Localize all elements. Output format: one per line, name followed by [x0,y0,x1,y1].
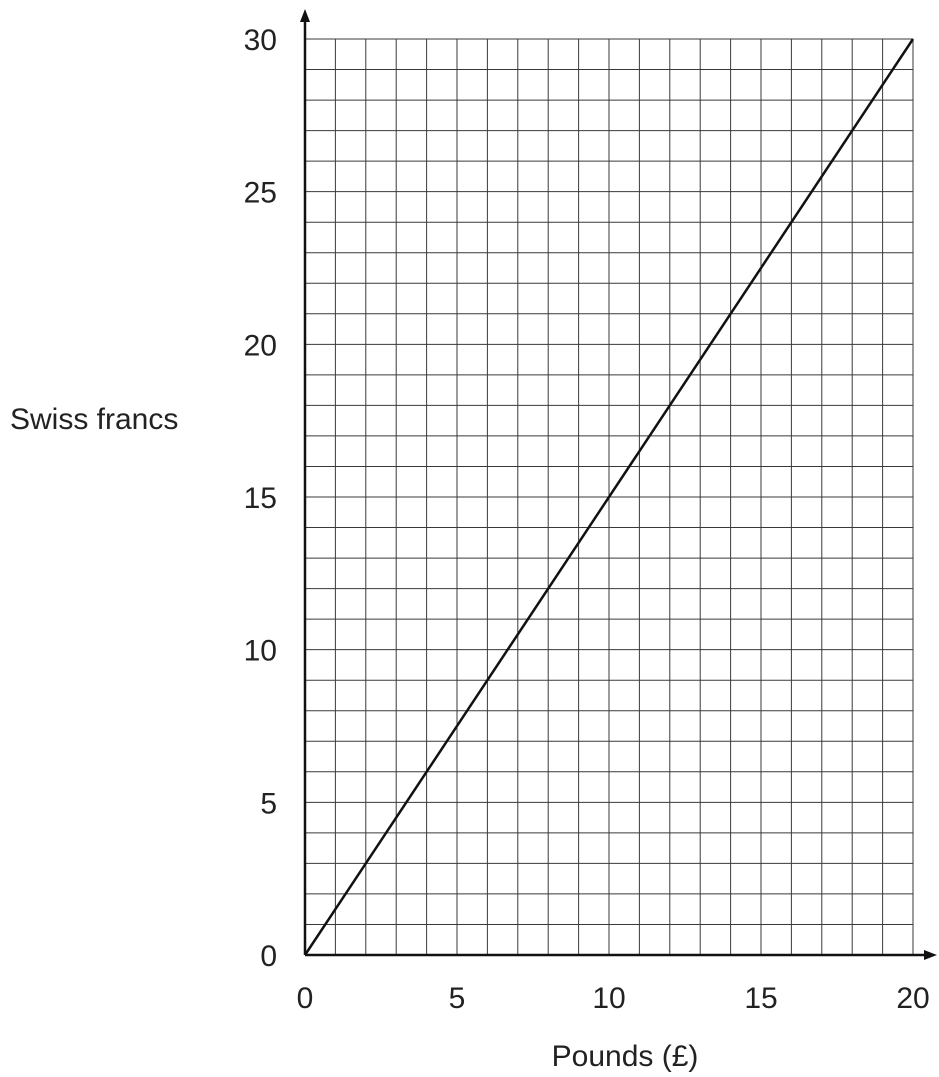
y-tick-label: 30 [244,24,277,57]
x-tick-label: 5 [449,982,466,1015]
axes [300,9,937,960]
y-tick-label: 0 [260,940,277,973]
y-tick-label: 5 [260,787,277,820]
y-tick-labels: 0 5 10 15 20 25 30 [244,24,277,973]
y-tick-label: 15 [244,482,277,515]
series [303,38,915,956]
x-tick-labels: 0 5 10 15 20 [297,982,930,1015]
x-axis-arrow-icon [924,950,937,960]
x-tick-label: 0 [297,982,314,1015]
y-tick-label: 20 [244,329,277,362]
y-tick-label: 25 [244,177,277,210]
y-axis-arrow-icon [300,9,310,22]
x-axis-label: Pounds (£) [552,1040,699,1073]
x-tick-label: 15 [744,982,777,1015]
y-axis-label: Swiss francs [10,403,178,436]
series-line [303,38,915,956]
x-tick-label: 20 [896,982,929,1015]
y-tick-label: 10 [244,635,277,668]
x-tick-label: 10 [592,982,625,1015]
grid [304,38,914,956]
